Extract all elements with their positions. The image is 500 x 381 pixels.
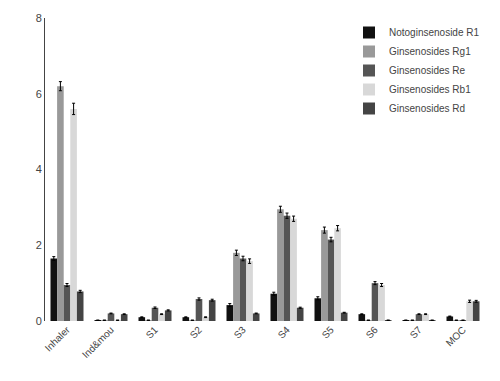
- svg-text:Ginsenosides Rb1: Ginsenosides Rb1: [389, 84, 471, 95]
- svg-text:Ginsenosides Rd: Ginsenosides Rd: [389, 103, 465, 114]
- svg-text:S4: S4: [276, 324, 293, 341]
- svg-text:S2: S2: [188, 324, 205, 341]
- svg-text:2: 2: [36, 239, 42, 251]
- svg-text:S5: S5: [320, 324, 337, 341]
- svg-text:S6: S6: [364, 324, 381, 341]
- svg-text:Ginsenosides Rg1: Ginsenosides Rg1: [389, 46, 471, 57]
- svg-text:S7: S7: [408, 324, 425, 341]
- svg-text:6: 6: [36, 88, 42, 100]
- svg-text:S3: S3: [232, 324, 249, 341]
- svg-text:S1: S1: [144, 324, 161, 341]
- svg-text:Ind&mou: Ind&mou: [80, 324, 116, 360]
- svg-text:0: 0: [36, 315, 42, 327]
- svg-text:Notoginsenoside R1: Notoginsenoside R1: [389, 27, 479, 38]
- svg-text:Ginsenosides Re: Ginsenosides Re: [389, 65, 466, 76]
- svg-text:8: 8: [36, 12, 42, 24]
- svg-text:MOC: MOC: [444, 324, 468, 348]
- svg-text:Inhaler: Inhaler: [43, 324, 73, 354]
- svg-text:4: 4: [36, 163, 42, 175]
